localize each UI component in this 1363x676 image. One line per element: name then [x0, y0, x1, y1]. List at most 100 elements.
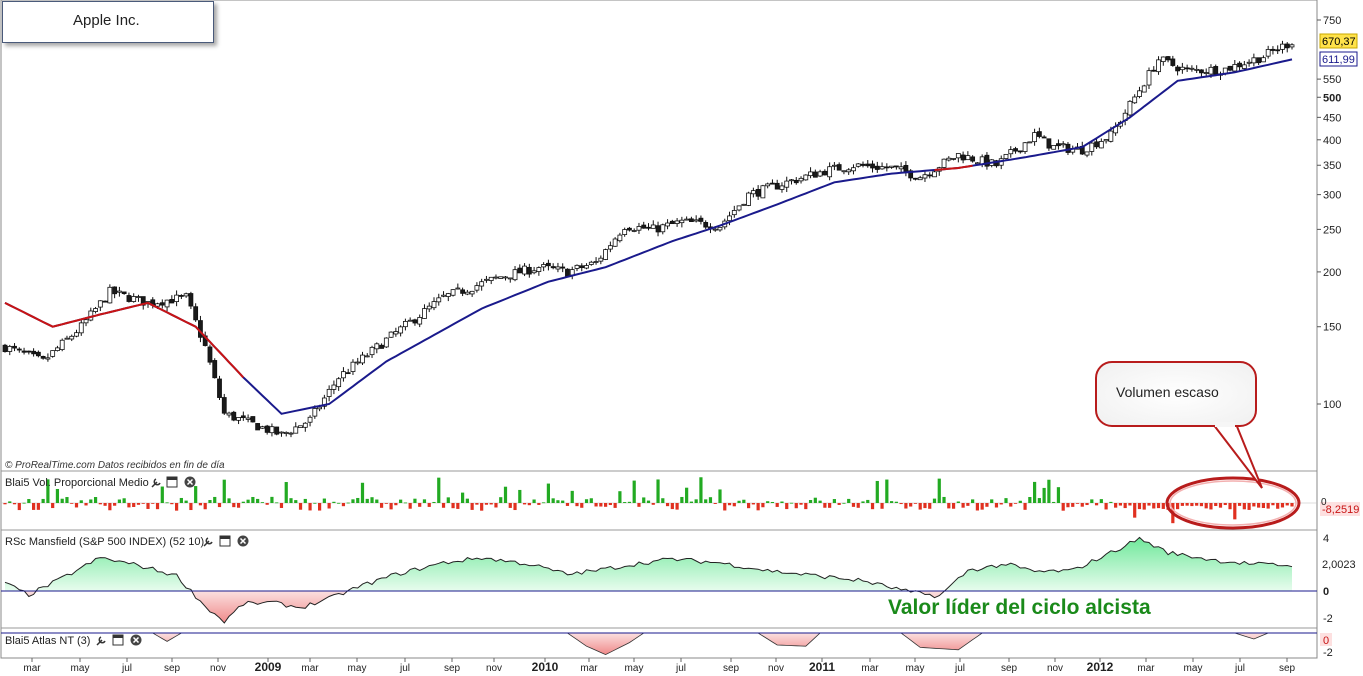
volume-bar	[3, 503, 7, 505]
volume-bar	[1266, 503, 1270, 509]
close-icon[interactable]	[184, 476, 196, 488]
volume-bar	[418, 503, 422, 507]
close-icon[interactable]	[237, 535, 249, 547]
candle-body	[889, 165, 894, 168]
volume-bar	[298, 503, 303, 510]
volume-bar	[642, 497, 646, 503]
candle-body	[174, 294, 180, 302]
volume-bar	[575, 503, 579, 507]
candle-body	[350, 361, 356, 372]
volume-bar	[599, 503, 603, 507]
volume-bar	[360, 482, 365, 503]
candle-body	[960, 154, 966, 161]
volume-bar	[256, 498, 260, 503]
volume-bar	[227, 498, 231, 503]
candle-body	[665, 222, 670, 227]
wrench-icon[interactable]	[203, 537, 213, 547]
volume-bar	[813, 497, 817, 503]
wrench-icon[interactable]	[151, 478, 161, 488]
candle-body	[731, 210, 737, 216]
candle-body	[1013, 148, 1018, 152]
candle-body	[1284, 43, 1290, 49]
volume-bar	[870, 503, 875, 510]
volume-bar	[604, 503, 608, 507]
wrench-icon[interactable]	[96, 636, 106, 646]
volume-bar	[365, 498, 369, 503]
volume-bar	[1271, 503, 1275, 506]
candle-body	[1022, 142, 1028, 152]
volume-bar	[198, 503, 203, 506]
volume-bar	[561, 500, 565, 503]
window-icon[interactable]	[112, 634, 124, 646]
x-axis-label: sep	[723, 663, 740, 674]
volume-bar	[1114, 503, 1118, 508]
candle-body	[321, 397, 327, 407]
volume-bar	[84, 503, 88, 506]
volume-bar	[546, 483, 550, 503]
volume-bar	[756, 503, 760, 511]
volume-bar	[1252, 503, 1256, 507]
candle-body	[7, 346, 13, 352]
candle-body	[1127, 100, 1133, 116]
candle-body	[326, 388, 332, 397]
candle-body	[841, 170, 847, 173]
volume-bar	[899, 503, 903, 505]
volume-bar	[1190, 503, 1194, 507]
atlas-area	[5, 632, 1292, 656]
candle-body	[1256, 57, 1262, 64]
candle-body	[274, 426, 280, 435]
rsc-positive-area	[5, 537, 1292, 591]
close-icon[interactable]	[130, 634, 142, 646]
candle-body	[784, 180, 790, 188]
volume-bar	[208, 500, 212, 503]
window-icon[interactable]	[219, 535, 231, 547]
volume-bar	[994, 503, 999, 508]
volume-bar	[1094, 503, 1099, 506]
volume-bar	[742, 499, 746, 503]
volume-bar	[318, 503, 322, 511]
candle-body	[560, 266, 566, 269]
candle-body	[546, 262, 551, 267]
volume-bar	[1185, 503, 1189, 506]
volume-bar	[1228, 503, 1232, 510]
candle-body	[627, 227, 632, 231]
callout-text: Volumen escaso	[1116, 384, 1219, 400]
candle-body	[1246, 61, 1252, 64]
volume-bars	[3, 477, 1294, 524]
volume-bar	[427, 503, 431, 507]
volume-bar	[379, 503, 384, 508]
candle-body	[1084, 151, 1090, 156]
candle-body	[240, 415, 246, 418]
volume-bar	[222, 479, 226, 503]
volume-bar	[851, 503, 856, 507]
ma-label: 611,99	[1322, 54, 1355, 66]
volume-bar	[971, 499, 975, 503]
volume-bar	[766, 501, 770, 503]
candle-body	[770, 182, 775, 185]
candle-body	[803, 174, 809, 181]
candle-body	[379, 344, 384, 349]
candle-body	[283, 431, 289, 434]
volume-bar	[1109, 501, 1113, 503]
volume-bar	[1276, 503, 1280, 509]
x-axis-label: nov	[1047, 663, 1063, 674]
volume-bar	[141, 503, 145, 504]
volume-bar	[775, 503, 779, 507]
volume-bar	[556, 500, 560, 503]
volume-bar	[1257, 503, 1261, 508]
window-icon[interactable]	[166, 476, 178, 488]
candle-body	[660, 224, 666, 233]
volume-bar	[103, 503, 107, 506]
x-axis-label: may	[348, 663, 367, 674]
candle-body	[1160, 56, 1166, 63]
candle-body	[689, 218, 694, 222]
candle-body	[221, 397, 227, 414]
candle-body	[193, 306, 199, 321]
volume-bar	[761, 503, 765, 508]
volume-bar	[279, 503, 284, 508]
candle-body	[398, 326, 404, 334]
volume-bar	[747, 503, 751, 509]
vol-panel-header: Blai5 Vol. Proporcional Medio	[5, 476, 196, 489]
candle-body	[503, 276, 508, 279]
